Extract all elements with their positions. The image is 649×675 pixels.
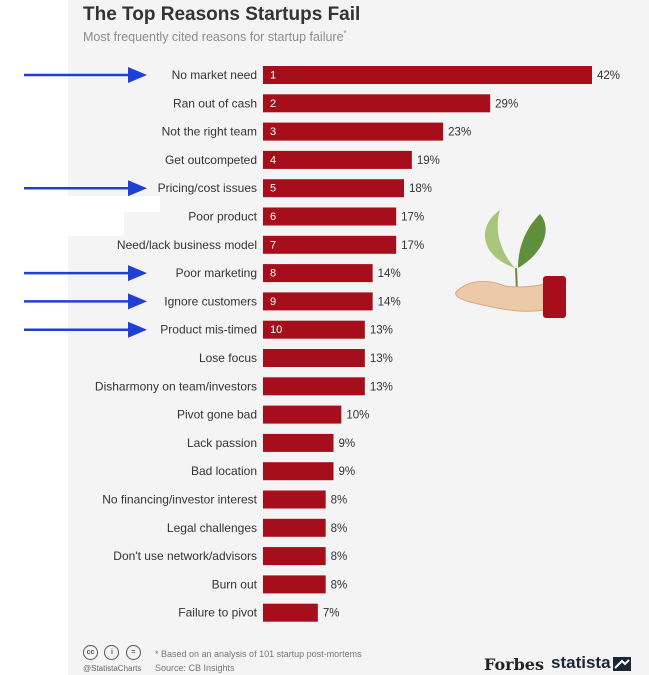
forbes-logo: Forbes	[484, 655, 544, 674]
license-icons: cc i =	[83, 645, 143, 663]
value-label: 29%	[495, 98, 518, 110]
pointer-arrow	[24, 67, 147, 83]
value-label: 13%	[370, 381, 393, 393]
category-label: Lack passion	[187, 436, 257, 450]
bar	[263, 94, 491, 113]
rank-label: 9	[270, 296, 276, 308]
category-label: Legal challenges	[167, 521, 257, 535]
chart-title: The Top Reasons Startups Fail	[83, 4, 361, 25]
category-label: Ignore customers	[164, 294, 257, 308]
bar	[263, 349, 365, 367]
category-label: No financing/investor interest	[102, 493, 257, 507]
bar	[263, 405, 342, 424]
pointer-arrow	[24, 265, 147, 282]
value-label: 9%	[339, 438, 356, 450]
bar	[263, 433, 334, 452]
hand-holding-sprout-icon	[455, 210, 566, 318]
bar	[263, 462, 334, 481]
social-handle: @StatistaCharts	[83, 664, 142, 673]
value-label: 14%	[378, 296, 401, 308]
bar	[263, 603, 318, 622]
bar	[263, 320, 365, 339]
value-label: 23%	[448, 127, 471, 139]
statista-logo: statista	[551, 653, 611, 672]
value-label: 18%	[409, 183, 432, 195]
value-label: 9%	[339, 466, 356, 478]
category-label: Ran out of cash	[173, 96, 257, 110]
chart-subtitle: Most frequently cited reasons for startu…	[83, 29, 347, 45]
attribution-icon: i	[104, 645, 120, 660]
category-label: Poor marketing	[176, 266, 257, 280]
value-label: 7%	[323, 608, 340, 620]
bar	[263, 547, 326, 566]
bar	[263, 264, 373, 283]
rank-label: 5	[270, 183, 276, 195]
value-label: 8%	[331, 495, 348, 507]
bar	[263, 207, 397, 226]
category-label: Burn out	[212, 577, 258, 591]
rank-label: 8	[270, 268, 276, 280]
panel-cutout	[68, 212, 124, 236]
category-label: Product mis-timed	[160, 323, 257, 337]
value-label: 19%	[417, 155, 440, 167]
bar	[263, 292, 373, 311]
bar	[263, 518, 326, 537]
value-label: 42%	[597, 70, 620, 82]
rank-label: 3	[270, 126, 276, 138]
category-label: Disharmony on team/investors	[95, 379, 257, 393]
value-label: 8%	[331, 551, 348, 563]
category-label: No market need	[172, 68, 257, 82]
pointer-arrow	[24, 180, 147, 197]
open-hand	[455, 281, 546, 312]
bar	[263, 575, 326, 594]
rank-label: 4	[270, 154, 276, 166]
sleeve-cuff	[543, 276, 566, 318]
bar	[263, 66, 592, 84]
creative-commons-icon: cc	[83, 645, 98, 660]
panel-cutout	[68, 196, 160, 212]
category-label: Need/lack business model	[117, 238, 257, 252]
category-label: Pivot gone bad	[177, 408, 257, 422]
category-label: Pricing/cost issues	[158, 181, 257, 195]
value-label: 13%	[370, 325, 393, 337]
bar	[263, 235, 397, 254]
sprout-leaf-left	[485, 210, 515, 268]
bar	[263, 179, 404, 198]
footnote: * Based on an analysis of 101 startup po…	[155, 649, 362, 659]
statista-logo-icon	[613, 657, 631, 671]
value-label: 17%	[401, 212, 424, 224]
bar	[263, 377, 365, 396]
rank-label: 10	[270, 324, 282, 336]
category-label: Bad location	[191, 464, 257, 478]
value-label: 8%	[331, 523, 348, 535]
bar	[263, 490, 326, 509]
category-label: Don't use network/advisors	[113, 549, 257, 563]
category-label: Failure to pivot	[178, 606, 257, 620]
category-label: Lose focus	[199, 351, 257, 365]
rank-label: 7	[270, 239, 276, 251]
subtitle-footnote-marker: *	[343, 29, 347, 38]
value-label: 8%	[331, 579, 348, 591]
no-derivatives-icon: =	[125, 645, 141, 660]
category-label: Get outcompeted	[165, 153, 257, 167]
rank-label: 6	[270, 211, 276, 223]
category-label: Not the right team	[162, 125, 257, 139]
source-note: Source: CB Insights	[155, 663, 235, 673]
pointer-arrow	[24, 293, 147, 310]
value-label: 14%	[378, 268, 401, 280]
bar	[263, 150, 412, 169]
bar	[263, 122, 444, 141]
category-label: Poor product	[188, 210, 257, 224]
bar-chart: No market need 1 42% Ran out of cash 2 29% Not…	[24, 66, 620, 622]
pointer-arrow	[24, 321, 147, 338]
rank-label: 1	[270, 70, 276, 82]
rank-label: 2	[270, 98, 276, 110]
sprout-leaf-right	[518, 214, 546, 268]
value-label: 13%	[370, 353, 393, 365]
value-label: 17%	[401, 240, 424, 252]
value-label: 10%	[346, 410, 369, 422]
